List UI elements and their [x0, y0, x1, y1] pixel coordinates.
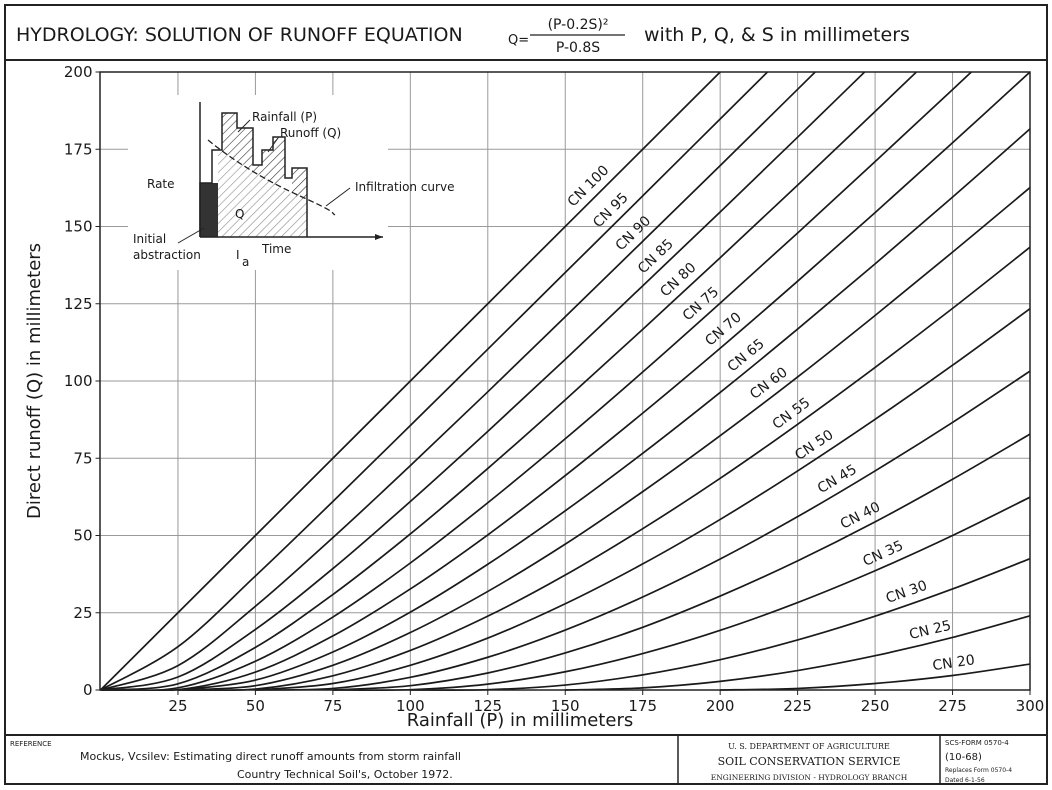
x-axis-label: Rainfall (P) in millimeters [407, 710, 633, 731]
inset-label: Initial [133, 232, 166, 246]
x-tick-label: 25 [168, 697, 187, 715]
y-axis-label: Direct runoff (Q) in millimeters [24, 243, 45, 519]
footer-text: Dated 6-1-56 [945, 777, 985, 784]
inset-label: Q [235, 207, 244, 221]
inset-label: a [242, 255, 249, 269]
equation-lhs: Q= [508, 33, 529, 48]
footer-text: REFERENCE [10, 740, 52, 748]
chart-title: HYDROLOGY: SOLUTION OF RUNOFF EQUATION [16, 24, 463, 46]
footer-text: SOIL CONSERVATION SERVICE [718, 755, 901, 768]
x-tick-label: 50 [246, 697, 265, 715]
x-tick-label: 150 [551, 697, 580, 715]
x-tick-label: 175 [628, 697, 657, 715]
footer-text: Replaces Form 0570-4 [945, 767, 1012, 774]
y-tick-label: 100 [64, 372, 93, 390]
y-tick-label: 25 [73, 604, 92, 622]
x-tick-label: 225 [783, 697, 812, 715]
y-tick-label: 200 [64, 63, 93, 81]
inset-label: Runoff (Q) [280, 126, 341, 140]
footer-text: Mockus, Vcsilev: Estimating direct runof… [80, 750, 461, 763]
footer-text: U. S. DEPARTMENT OF AGRICULTURE [728, 742, 890, 751]
x-tick-label: 300 [1016, 697, 1045, 715]
inset-label: Rainfall (P) [252, 110, 317, 124]
y-tick-label: 75 [73, 449, 92, 467]
y-tick-label: 125 [64, 295, 93, 313]
x-tick-label: 250 [861, 697, 890, 715]
y-tick-label: 175 [64, 140, 93, 158]
y-tick-label: 150 [64, 218, 93, 236]
inset-label: Rate [147, 177, 175, 191]
footer-text: ENGINEERING DIVISION - HYDROLOGY BRANCH [711, 773, 908, 782]
footer-text: SCS-FORM 0570-4 [945, 739, 1009, 747]
footer-text: Country Technical Soil's, October 1972. [237, 768, 453, 781]
x-tick-label: 75 [323, 697, 342, 715]
x-tick-label: 100 [396, 697, 425, 715]
inset-label: Time [261, 242, 291, 256]
inset-label: abstraction [133, 248, 201, 262]
inset-label: I [236, 248, 240, 262]
inset-label: Infiltration curve [355, 180, 454, 194]
y-tick-label: 0 [83, 681, 93, 699]
title-suffix: with P, Q, & S in millimeters [644, 24, 910, 46]
x-tick-label: 275 [938, 697, 967, 715]
x-tick-label: 125 [473, 697, 502, 715]
equation-numerator: (P-0.2S)² [548, 17, 609, 33]
chart: HYDROLOGY: SOLUTION OF RUNOFF EQUATION Q… [0, 0, 1052, 790]
y-tick-label: 50 [73, 527, 92, 545]
footer-text: (10-68) [945, 752, 982, 763]
x-tick-label: 200 [706, 697, 735, 715]
equation-denominator: P-0.8S [556, 40, 600, 56]
